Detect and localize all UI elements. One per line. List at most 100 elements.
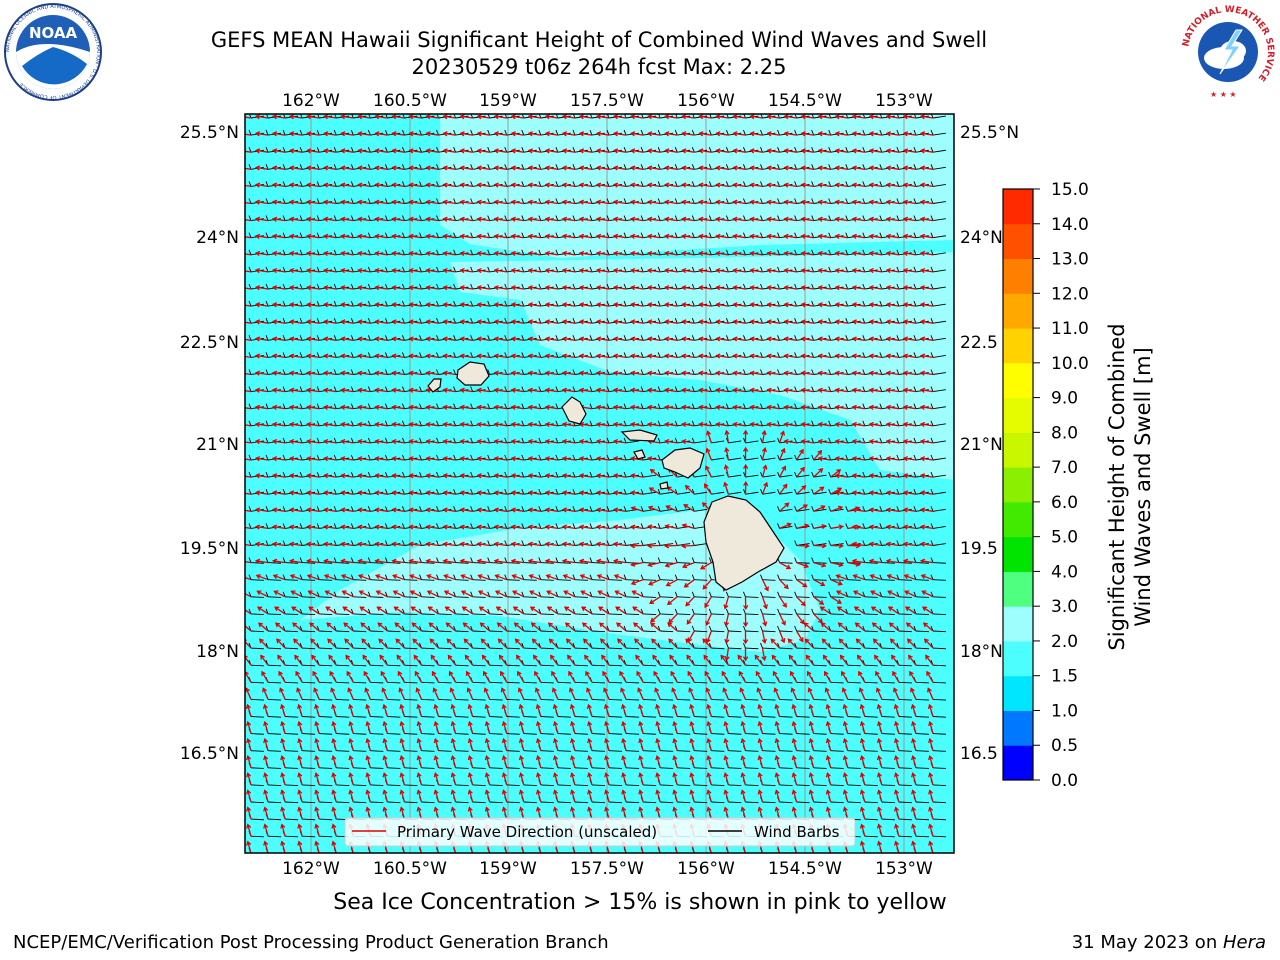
wave-arrowhead (340, 302, 346, 308)
wave-arrowhead (885, 148, 891, 154)
wave-arrowhead (681, 302, 687, 308)
wind-barb-flag (436, 318, 439, 324)
wind-barb-flag (282, 215, 286, 221)
wave-arrowhead (749, 302, 755, 308)
wind-barb-flag (333, 249, 337, 255)
wind-barb-flag (743, 300, 746, 307)
wave-arrow (903, 166, 917, 170)
wind-barb-flag (350, 181, 354, 187)
wave-arrowhead (323, 267, 329, 274)
wind-barb-flag (316, 181, 320, 187)
wind-barb-flag (572, 283, 576, 290)
wave-arrow (750, 252, 763, 256)
wave-arrow (886, 166, 899, 170)
wind-barb-flag (333, 283, 337, 290)
wave-arrowhead (681, 250, 687, 257)
wave-arrow (324, 320, 337, 324)
wind-barb-flag (725, 300, 729, 307)
wave-arrowhead (749, 148, 755, 154)
wave-arrowhead (254, 216, 261, 222)
wave-arrowhead (442, 319, 448, 325)
wind-barb-flag (845, 181, 849, 187)
wave-arrowhead (357, 233, 363, 239)
wave-arrowhead (306, 233, 312, 239)
wind-barb-flag (333, 266, 337, 273)
wave-arrow (358, 269, 371, 273)
wind-barb-flag (606, 249, 610, 255)
wave-arrowhead (239, 508, 243, 512)
wave-arrow (460, 218, 473, 222)
wave-arrow (341, 286, 354, 290)
wind-barb-flag (521, 147, 525, 153)
wave-arrowhead (240, 575, 244, 579)
wave-arrow (358, 320, 371, 324)
wave-arrow (580, 235, 593, 239)
wave-arrow (648, 286, 661, 290)
wind-barb-flag (811, 249, 815, 255)
wave-arrowhead (630, 131, 636, 137)
wave-arrow (409, 166, 422, 170)
wave-arrowhead (408, 182, 414, 188)
wind-barb-flag (743, 114, 746, 119)
wave-arrowhead (357, 114, 363, 120)
wave-arrowhead (561, 302, 568, 308)
wave-arrow (341, 115, 354, 119)
wave-arrow (614, 183, 627, 188)
wind-barb-flag (777, 114, 780, 119)
wave-arrowhead (544, 267, 550, 274)
wave-arrowhead (254, 233, 261, 239)
wave-arrowhead (476, 182, 482, 188)
wave-arrow (494, 320, 507, 324)
wind-barb-flag (350, 318, 354, 324)
wave-arrowhead (340, 216, 346, 222)
wave-arrowhead (306, 182, 312, 188)
wave-arrowhead (357, 302, 363, 308)
wave-arrowhead (902, 233, 909, 239)
wind-barb-flag (402, 147, 405, 153)
wave-arrowhead (749, 131, 755, 137)
wind-barb-flag (521, 249, 525, 255)
wind-barb-flag (896, 249, 900, 255)
wave-arrow (358, 201, 371, 205)
wind-barb-flag (538, 215, 542, 221)
wind-barb-flag (930, 318, 934, 324)
wave-arrowhead (595, 148, 602, 154)
wave-arrowhead (681, 285, 687, 291)
wind-barb-flag (794, 198, 798, 204)
wind-barb-flag (282, 181, 286, 187)
wave-arrow (733, 235, 746, 239)
wave-arrow (562, 320, 576, 324)
wind-barb-flag (691, 283, 695, 290)
wave-arrow (818, 218, 831, 222)
wave-arrow (818, 286, 831, 290)
wave-arrowhead (527, 131, 533, 137)
wave-arrowhead (698, 319, 704, 325)
wind-barb-flag (879, 215, 883, 221)
wave-arrow (443, 286, 456, 290)
wind-barb-flag (265, 283, 269, 290)
wave-arrowhead (647, 319, 653, 325)
wave-arrowhead (239, 166, 243, 170)
wave-arrowhead (459, 319, 465, 325)
wind-barb-flag (351, 114, 354, 119)
wave-arrowhead (493, 216, 499, 222)
wave-arrowhead (306, 199, 312, 205)
wind-barb-flag (896, 266, 900, 273)
wave-arrow (835, 218, 848, 222)
wind-barb-flag (282, 129, 286, 136)
wind-barb-flag (248, 249, 252, 255)
wind-barb-flag (419, 114, 422, 119)
wave-arrowhead (732, 319, 738, 325)
wind-barb-flag (333, 198, 337, 204)
wind-barb-flag (606, 129, 610, 136)
wind-barb-flag (589, 114, 593, 119)
wave-arrowhead (578, 216, 585, 222)
wind-barb-flag (913, 114, 917, 119)
wave-arrow (580, 115, 593, 119)
wave-arrowhead (698, 165, 704, 171)
wind-barb-flag (896, 198, 900, 204)
wave-arrowhead (868, 114, 874, 120)
wave-arrowhead (510, 165, 516, 171)
wave-arrowhead (408, 302, 414, 308)
wave-arrow (511, 132, 524, 136)
